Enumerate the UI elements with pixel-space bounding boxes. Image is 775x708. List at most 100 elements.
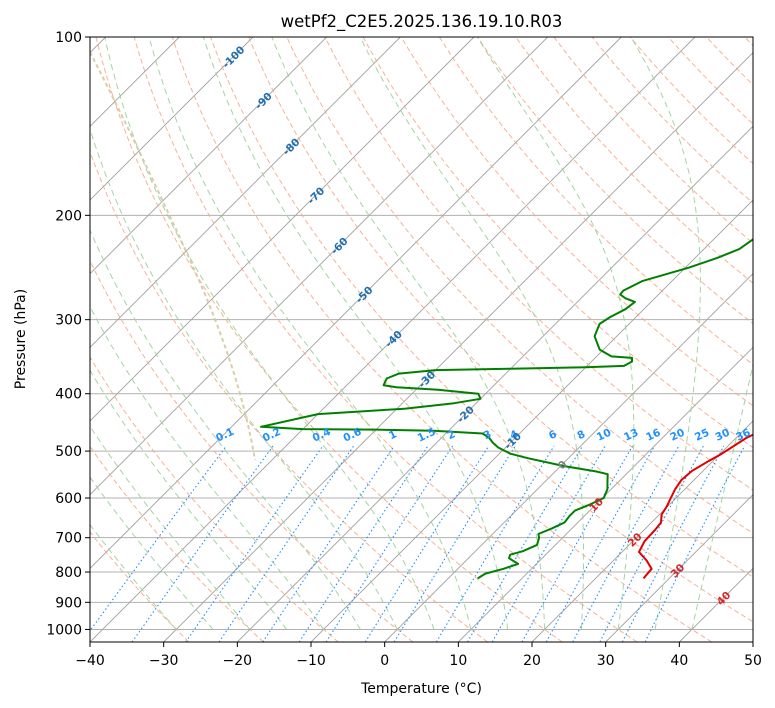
mixing-ratio-line [599,445,704,642]
y-tick-label: 200 [55,208,82,224]
plot-frame [89,36,754,643]
dry-adiabat [553,37,753,244]
x-tick-label: 30 [597,653,615,669]
moist-adiabat [90,369,288,630]
y-tick-label: 100 [55,30,82,46]
mixing-ratio-label: 1.5 [416,426,438,445]
label-layer: 0.1 0.2 0.4 0.6 1 1.5 2 3 4 6 8 10 13 16 20 25 30 36-100-… [214,44,752,608]
isotherm-line [163,52,753,642]
mixing-ratio-line [491,445,606,642]
dry-adiabat [171,37,712,642]
mixing-ratio-label: 36 [734,427,752,444]
dry-adiabat [400,37,753,407]
isotherm-line [237,125,753,642]
isotherm-line [90,37,327,275]
dry-adiabat [248,37,753,578]
x-tick-label: −40 [75,653,105,669]
isotherm-line [531,420,753,642]
y-tick-label: 900 [55,595,82,611]
chart-title: wetPf2_C2E5.2025.136.19.10.R03 [281,12,563,32]
mixing-ratio-label: 0.1 [214,426,236,445]
dry-adiabat [133,37,638,642]
mixing-ratio-label: 25 [693,427,711,444]
moist-adiabat [202,37,509,630]
isotherm-line [605,494,753,642]
dry-adiabat [90,356,339,642]
mixing-ratio-line [621,445,725,642]
moist-adiabat [90,228,361,630]
mixing-ratio-label: 10 [595,427,613,444]
isotherm-line [90,37,548,496]
mixing-ratio-line [393,445,516,642]
x-tick-label: 0 [380,653,389,669]
dry-adiabat [210,37,753,623]
tropopause-line [90,51,256,461]
mixing-ratio-label: 2 [446,428,458,442]
mixing-ratio-line [298,445,429,642]
mixing-ratio-line [218,445,355,642]
isotherm-line [458,346,753,642]
mixing-ratio-line [325,445,454,642]
x-tick-label: 40 [670,653,688,669]
dry-adiabat [90,531,190,642]
isotherm-line [90,37,622,569]
y-tick-label: 700 [55,531,82,547]
dry-adiabat [362,37,753,449]
mixing-ratio-line [572,445,680,642]
y-tick-label: 300 [55,313,82,329]
moist-adiabat [476,37,635,630]
isotherm-label: -40 [383,328,405,350]
dry-adiabat [591,37,753,204]
mixing-ratio-label: 20 [668,427,686,444]
isotherm-line [679,567,753,642]
mixing-ratio-label: 8 [575,428,587,442]
isotherm-label: -50 [354,284,376,306]
moist-adiabat [691,362,753,630]
dry-adiabat [90,150,488,642]
moist-adiabat [271,37,546,630]
temperature-profile [638,433,753,580]
isotherm-label: -90 [253,90,275,112]
dry-adiabat [706,37,753,86]
grid-layer [90,36,753,630]
moist-adiabat [90,476,214,630]
x-tick-label: −30 [149,653,179,669]
moist-adiabat [90,523,177,630]
isotherm-label: -10 [502,430,524,452]
x-tick-label: 10 [449,653,467,669]
mixing-ratio-label: 16 [644,427,662,444]
isotherm-line [310,199,753,642]
mixing-ratio-line [644,445,746,642]
moist-adiabat [148,37,472,630]
mixing-ratio-label: 6 [547,428,559,442]
moist-adiabat [104,37,435,630]
axis-ticks: −40 −30 −20 −10 0 10 20 30 40 5010020030040050060… [46,30,762,669]
mixing-ratio-label: 30 [713,427,731,444]
dry-adiabat [515,37,753,284]
y-tick-label: 800 [55,565,82,581]
mixing-ratio-line [262,445,395,642]
isotherm-label: 40 [715,589,734,608]
mixing-ratio-label: 1 [387,428,399,442]
dry-adiabat [90,259,414,642]
moist-adiabat [359,37,585,630]
dewpoint-profile [260,238,753,580]
mixing-ratio-label: 4 [508,428,520,442]
x-axis-title: Temperature (°C) [360,681,482,697]
moist-adiabat [90,305,324,630]
dry-adiabat [286,37,753,534]
mixing-ratio-label: 3 [482,428,494,442]
mixing-ratio-line [521,445,633,642]
isotherm-label: 0 [556,458,570,472]
mixing-ratio-line [545,445,656,642]
dry-adiabat [324,37,753,491]
y-tick-label: 500 [55,444,82,460]
mixing-ratio-line [90,445,227,632]
moist-adiabat [630,37,701,630]
x-tick-label: 20 [523,653,541,669]
y-tick-label: 1000 [46,622,82,638]
isotherm-label: -70 [305,185,327,207]
isotherm-line [90,37,475,422]
isotherm-label: -100 [220,44,247,71]
